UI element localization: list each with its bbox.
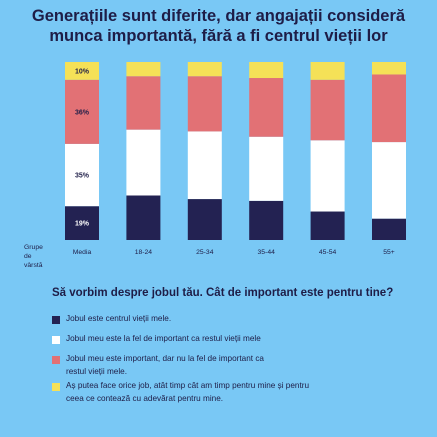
bar-segment-55+-series-3 xyxy=(372,62,406,75)
x-tick-label-2: 25-34 xyxy=(196,249,214,256)
bar-segment-25-34-series-1 xyxy=(187,131,222,200)
bar-segment-35-44-series-0 xyxy=(249,200,284,240)
bar-segment-Media-series-0 xyxy=(65,206,99,240)
data-label-series-3: 10% xyxy=(75,68,90,75)
x-axis-title-line-3: vârstă xyxy=(24,262,43,269)
bar-segment-45-54-series-2 xyxy=(310,79,345,141)
bar-segment-45-54-series-1 xyxy=(310,140,345,212)
data-label-series-0: 19% xyxy=(75,221,90,228)
legend-swatch-central xyxy=(52,316,60,324)
bar-segment-18-24-series-2 xyxy=(126,76,161,130)
x-axis-title-line-2: de xyxy=(24,253,32,260)
x-tick-label-4: 45-54 xyxy=(319,249,337,256)
bar-segment-55+-series-1 xyxy=(372,142,406,219)
bar-segment-Media-series-2 xyxy=(65,79,99,144)
chart-title: Generațiile sunt diferite, dar angajații… xyxy=(0,6,437,46)
bar-segment-18-24-series-3 xyxy=(126,62,161,77)
x-tick-label-1: 18-24 xyxy=(135,249,153,256)
bar-segment-35-44-series-1 xyxy=(249,136,284,201)
bar-segment-55+-series-2 xyxy=(372,74,406,143)
x-tick-label-5: 55+ xyxy=(383,249,395,256)
legend-swatch-important xyxy=(52,356,60,364)
bar-segment-55+-series-0 xyxy=(372,218,406,240)
legend-label-central: Jobul este centrul vieții mele. xyxy=(66,314,172,323)
legend-label-equal: Jobul meu este la fel de important ca re… xyxy=(66,334,261,343)
bar-segment-25-34-series-2 xyxy=(187,76,222,132)
x-tick-label-0: Media xyxy=(73,249,92,256)
legend-label-any-job-line-1: Aș putea face orice job, atât timp cât a… xyxy=(66,381,310,390)
question-text: Să vorbim despre jobul tău. Cât de impor… xyxy=(52,287,394,299)
bar-segment-Media-series-3 xyxy=(65,62,99,80)
title-line-2: munca importantă, fără a fi centrul vieț… xyxy=(49,27,388,45)
bar-segment-18-24-series-1 xyxy=(126,129,161,196)
data-label-series-2: 36% xyxy=(75,109,90,116)
stacked-bar-chart: 19% 35% 36% 10% Media 18-24 25-34 35-44 45-54 55+ xyxy=(65,62,406,256)
bar-segment-18-24-series-0 xyxy=(126,195,161,240)
legend-label-important-line-1: Jobul meu este important, dar nu la fel … xyxy=(66,354,264,363)
bar-segment-45-54-series-3 xyxy=(310,62,345,80)
bar-segment-Media-series-1 xyxy=(65,143,99,207)
title-line-1: Generațiile sunt diferite, dar angajații… xyxy=(31,7,406,25)
legend-label-important-line-2: restul vieții mele. xyxy=(66,366,127,376)
legend-swatch-any-job xyxy=(52,383,60,391)
x-axis-title-line-1: Grupe xyxy=(24,244,43,251)
x-axis-title: Grupe de vârstă xyxy=(24,243,64,270)
bar-segment-35-44-series-2 xyxy=(249,78,284,137)
bar-segment-45-54-series-0 xyxy=(310,211,345,240)
legend-swatch-equal xyxy=(52,336,60,344)
bar-segment-25-34-series-3 xyxy=(187,62,222,77)
bar-segment-25-34-series-0 xyxy=(187,199,222,240)
data-label-series-1: 35% xyxy=(75,173,90,180)
legend-label-any-job-line-2: ceea ce contează cu adevărat pentru mine… xyxy=(66,393,224,403)
bar-segment-35-44-series-3 xyxy=(249,62,284,79)
x-tick-label-3: 35-44 xyxy=(258,249,276,256)
